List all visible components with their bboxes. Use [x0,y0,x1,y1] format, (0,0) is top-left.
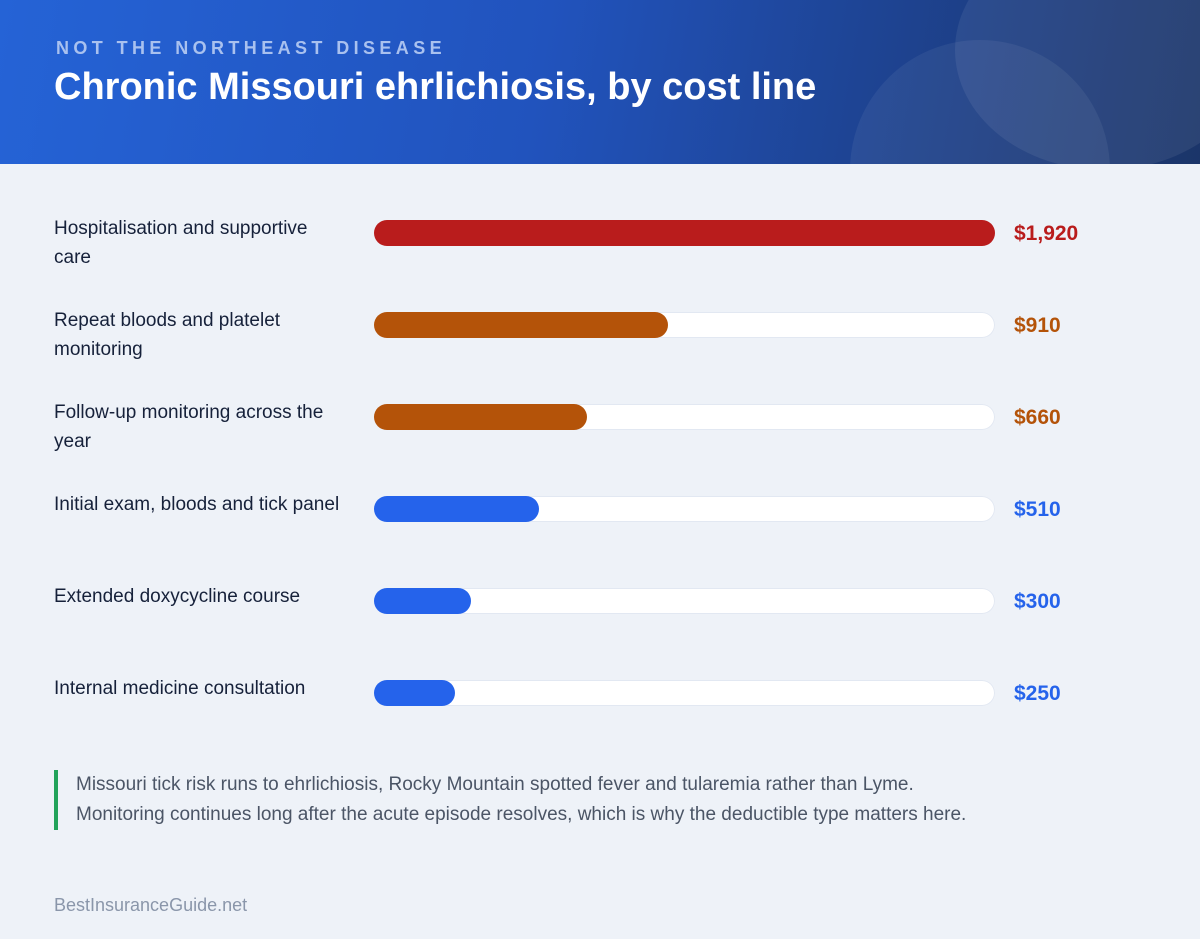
chart-row: Hospitalisation and supportive care $1,92… [0,210,1200,302]
category-label: Follow-up monitoring across the year [54,402,324,452]
bar [374,680,455,706]
chart-row: Follow-up monitoring across the year $660 [0,394,1200,486]
bar-track [374,496,995,522]
value-label: $300 [1014,590,1061,613]
chart-row: Extended doxycycline course $300 [0,578,1200,670]
bar [374,220,995,246]
bar [374,496,539,522]
chart-row: Repeat bloods and platelet monitoring $91… [0,302,1200,394]
bar-track [374,404,995,430]
value-label: $250 [1014,682,1061,705]
footnote-callout: Missouri tick risk runs to ehrlichiosis,… [54,770,996,830]
category-label: Extended doxycycline course [54,586,301,607]
bar-track [374,680,995,706]
value-label: $1,920 [1014,222,1079,245]
category-label: Repeat bloods and platelet monitoring [54,310,281,360]
value-label: $510 [1014,498,1061,521]
value-label: $660 [1014,406,1061,429]
bar-track [374,588,995,614]
value-label: $910 [1014,314,1061,337]
kicker-text: NOT THE NORTHEAST DISEASE [56,38,447,58]
bar [374,312,668,338]
chart-title: Chronic Missouri ehrlichiosis, by cost l… [54,66,817,108]
category-label: Internal medicine consultation [54,678,306,699]
bar-track [374,220,995,246]
chart-row: Internal medicine consultation $250 [0,670,1200,762]
source-credit: BestInsuranceGuide.net [54,895,248,915]
bar-chart: Hospitalisation and supportive care $1,92… [0,210,1200,762]
category-label: Hospitalisation and supportive care [54,218,308,268]
chart-row: Initial exam, bloods and tick panel $510 [0,486,1200,578]
header-banner: NOT THE NORTHEAST DISEASE Chronic Missou… [0,0,1200,164]
bar [374,404,587,430]
category-label: Initial exam, bloods and tick panel [54,494,340,515]
bar-track [374,312,995,338]
bar [374,588,471,614]
